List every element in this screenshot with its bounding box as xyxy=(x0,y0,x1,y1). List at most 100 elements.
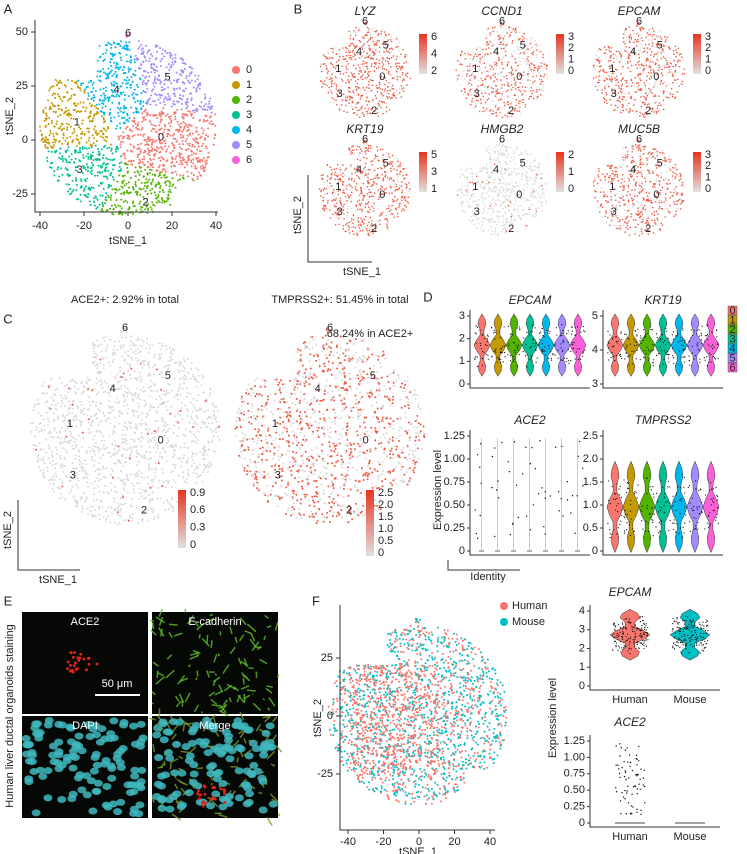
cell-point xyxy=(99,130,102,133)
cell-point xyxy=(632,113,635,115)
cell-point xyxy=(68,98,71,101)
cell-point xyxy=(208,116,211,119)
cell-point xyxy=(95,106,98,109)
cell-point xyxy=(329,182,331,185)
cell-point xyxy=(65,122,68,125)
cluster-label: 1 xyxy=(74,117,80,129)
cell-point xyxy=(183,158,186,161)
cell-point xyxy=(650,50,653,53)
cell-point xyxy=(366,210,369,213)
cell-point xyxy=(386,56,389,59)
cell-point xyxy=(459,61,461,64)
cell-point xyxy=(470,194,473,196)
cell-point xyxy=(381,61,384,63)
cluster-label: 6 xyxy=(362,16,368,28)
colorbar-label: 0 xyxy=(705,65,711,77)
cell-point xyxy=(662,108,665,111)
cell-point xyxy=(166,52,169,55)
cell-point xyxy=(175,71,178,74)
cell-point xyxy=(636,67,638,69)
cell-point xyxy=(77,102,80,105)
cell-point xyxy=(119,52,122,55)
colorbar-label: 1 xyxy=(568,54,574,66)
cell-point xyxy=(381,100,383,103)
cell-point xyxy=(121,47,124,50)
cell-point xyxy=(107,67,110,70)
cell-point xyxy=(87,157,90,160)
cell-point xyxy=(122,192,125,195)
cell-point xyxy=(406,54,409,57)
cell-point xyxy=(638,88,640,91)
cell-point xyxy=(467,67,470,70)
cell-point xyxy=(108,146,111,149)
cell-point xyxy=(459,176,461,178)
cell-point xyxy=(493,149,495,152)
cell-point xyxy=(56,83,59,86)
cell-point xyxy=(137,40,140,43)
cell-point xyxy=(92,142,95,145)
cell-point xyxy=(619,111,622,114)
cell-point xyxy=(79,127,82,130)
cell-point xyxy=(150,168,153,171)
cell-point xyxy=(192,109,195,112)
cell-point xyxy=(134,93,137,96)
cell-point xyxy=(485,37,488,39)
cell-point xyxy=(645,96,648,99)
cell-point xyxy=(345,223,347,226)
cell-point xyxy=(136,191,139,194)
cell-point xyxy=(61,128,64,131)
cell-point xyxy=(674,45,677,48)
cell-point xyxy=(533,69,535,72)
cell-point xyxy=(170,162,173,165)
cell-point xyxy=(403,209,406,211)
cell-point xyxy=(657,104,659,107)
cell-point xyxy=(331,77,333,80)
cell-point xyxy=(646,32,649,34)
cell-point xyxy=(350,58,353,61)
cell-point xyxy=(386,177,389,179)
cell-point xyxy=(461,63,463,66)
cell-point xyxy=(340,78,343,80)
cell-point xyxy=(358,204,360,207)
cell-point xyxy=(174,115,177,118)
cell-point xyxy=(92,96,95,99)
cell-point xyxy=(146,153,149,156)
cell-point xyxy=(675,49,678,51)
cell-point xyxy=(482,207,485,210)
cell-point xyxy=(513,77,516,79)
cell-point xyxy=(169,191,172,194)
cell-point xyxy=(531,194,533,196)
cell-point xyxy=(397,93,400,96)
cell-point xyxy=(537,50,540,52)
cell-point xyxy=(363,51,365,53)
cell-point xyxy=(108,42,111,45)
cell-point xyxy=(621,103,624,106)
cell-point xyxy=(648,92,650,95)
cell-point xyxy=(603,101,606,103)
cell-point xyxy=(141,74,144,77)
cell-point xyxy=(374,53,377,55)
cell-point xyxy=(366,224,369,227)
cell-point xyxy=(509,205,512,208)
cell-point xyxy=(621,65,624,68)
cell-point xyxy=(526,213,528,215)
cell-point xyxy=(354,188,357,191)
cell-point xyxy=(104,51,107,54)
cell-point xyxy=(402,198,405,201)
cell-point xyxy=(384,83,386,86)
cell-point xyxy=(153,204,156,207)
cell-point xyxy=(334,223,337,226)
cell-point xyxy=(388,204,390,207)
cluster-label: 4 xyxy=(630,46,636,58)
cell-point xyxy=(151,187,154,190)
cell-point xyxy=(489,110,491,112)
cell-point xyxy=(537,192,540,195)
colorbar-label: 1 xyxy=(705,54,711,66)
cell-point xyxy=(646,80,648,83)
cell-point xyxy=(486,179,489,182)
cell-point xyxy=(203,137,206,140)
cell-point xyxy=(504,44,507,47)
cell-point xyxy=(105,89,108,92)
cell-point xyxy=(154,148,157,151)
cell-point xyxy=(104,94,107,97)
